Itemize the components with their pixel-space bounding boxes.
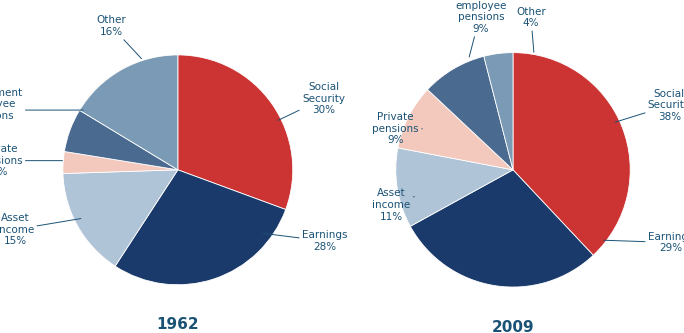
Text: Social
Security
38%: Social Security 38% (616, 89, 684, 122)
Text: Social
Security
30%: Social Security 30% (278, 82, 345, 120)
Wedge shape (63, 170, 178, 266)
Text: Private
pensions
9%: Private pensions 9% (372, 112, 422, 146)
Text: Asset
income
11%: Asset income 11% (372, 188, 415, 221)
Wedge shape (484, 53, 513, 170)
Wedge shape (64, 110, 178, 170)
Text: Other
4%: Other 4% (516, 7, 546, 52)
Text: Private
pensions
3%: Private pensions 3% (0, 144, 62, 177)
Text: Government
employee
pensions
9%: Government employee pensions 9% (449, 0, 514, 57)
Wedge shape (513, 53, 630, 255)
Wedge shape (398, 90, 513, 170)
Wedge shape (79, 55, 178, 170)
Wedge shape (396, 148, 513, 226)
Text: Other
16%: Other 16% (96, 15, 142, 59)
Text: Government
employee
pensions
6%: Government employee pensions 6% (0, 88, 83, 133)
Text: Earnings
28%: Earnings 28% (263, 230, 347, 252)
Text: Earnings
29%: Earnings 29% (604, 232, 684, 253)
Wedge shape (410, 170, 593, 287)
Text: Asset
income
15%: Asset income 15% (0, 213, 81, 246)
Wedge shape (115, 170, 286, 285)
Wedge shape (63, 152, 178, 173)
Text: 2009: 2009 (492, 320, 534, 333)
Text: 1962: 1962 (157, 317, 199, 332)
Wedge shape (178, 55, 293, 209)
Wedge shape (428, 56, 513, 170)
